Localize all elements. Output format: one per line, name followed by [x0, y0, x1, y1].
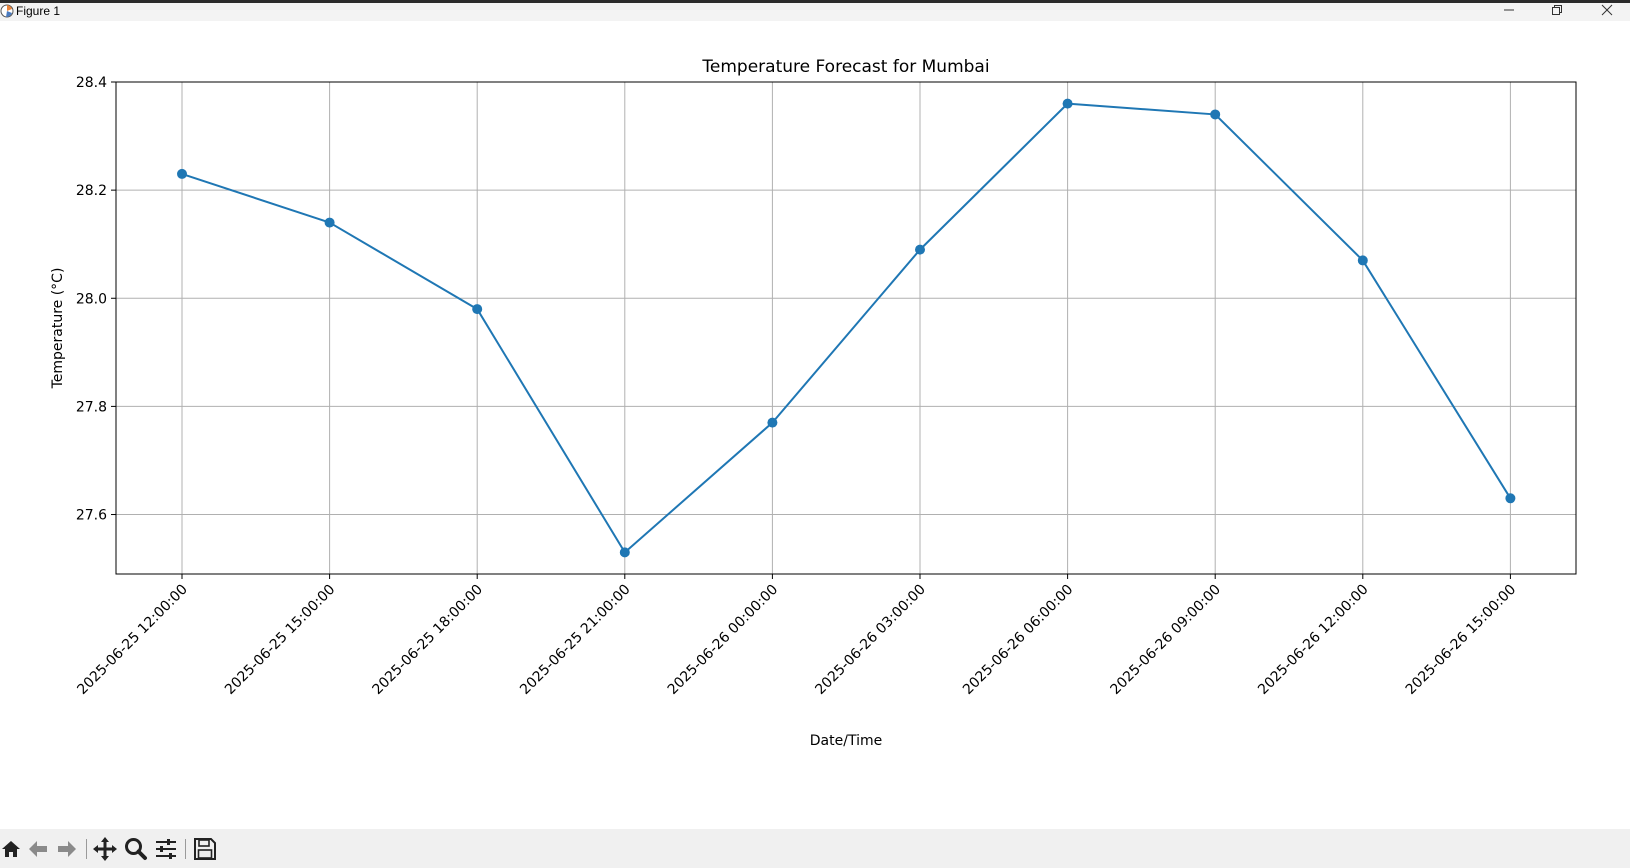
x-tick-label: 2025-06-25 12:00:00	[74, 582, 190, 698]
y-tick-label: 27.8	[76, 399, 107, 415]
configure-subplots-icon	[156, 839, 176, 859]
data-point	[1062, 98, 1073, 109]
line-chart: 27.6 27.8 28.0 28.2 28.4 2025-06-25 12:00:00 2…	[50, 57, 1577, 749]
data-point	[472, 304, 483, 315]
zoom-button[interactable]	[123, 836, 149, 862]
close-button[interactable]	[1584, 3, 1630, 21]
toolbar-separator	[185, 839, 186, 859]
toolbar-separator	[86, 839, 87, 859]
data-point	[915, 244, 925, 255]
x-tick-label: 2025-06-26 15:00:00	[1403, 582, 1519, 698]
data-point	[619, 547, 630, 558]
close-icon	[1601, 4, 1613, 16]
x-tick-label: 2025-06-25 18:00:00	[370, 582, 486, 698]
x-tick-label: 2025-06-26 09:00:00	[1108, 582, 1224, 698]
y-axis-label: Temperature (°C)	[50, 268, 66, 390]
y-tick-label: 28.2	[76, 183, 107, 199]
configure-subplots-button[interactable]	[154, 836, 180, 862]
pan-button[interactable]	[92, 836, 118, 862]
home-button[interactable]	[0, 836, 26, 862]
x-tick-label: 2025-06-25 21:00:00	[517, 582, 633, 698]
y-tick-label: 28.0	[76, 291, 107, 307]
y-tick-label: 28.4	[76, 75, 107, 91]
navigation-toolbar	[0, 829, 1630, 868]
back-button[interactable]	[26, 836, 52, 862]
window-top-border	[0, 0, 1630, 3]
x-tick-label: 2025-06-26 03:00:00	[812, 582, 928, 698]
window-title: Figure 1	[16, 4, 61, 18]
matplotlib-logo-icon	[0, 4, 14, 18]
data-point	[1210, 109, 1221, 120]
y-tick-label: 27.6	[76, 508, 107, 524]
data-point	[177, 168, 187, 179]
save-button[interactable]	[192, 836, 218, 862]
data-point	[1505, 493, 1516, 504]
restore-icon	[1552, 5, 1562, 15]
chart-title: Temperature Forecast for Mumbai	[701, 57, 989, 77]
data-point	[324, 217, 335, 228]
forward-button[interactable]	[53, 836, 79, 862]
save-icon	[194, 838, 216, 860]
data-point	[1357, 255, 1368, 266]
axes-frame	[115, 81, 1577, 575]
x-axis-label: Date/Time	[810, 733, 882, 749]
window-titlebar: Figure 1	[0, 3, 1630, 21]
x-tick-label: 2025-06-26 06:00:00	[960, 582, 1076, 698]
restore-button[interactable]	[1534, 3, 1580, 21]
figure-canvas[interactable]: 27.6 27.8 28.0 28.2 28.4 2025-06-25 12:00:00 2…	[0, 21, 1630, 829]
forward-arrow-icon	[58, 841, 76, 857]
x-tick-label: 2025-06-26 00:00:00	[665, 582, 781, 698]
data-point	[767, 417, 778, 428]
zoom-icon	[125, 838, 147, 860]
x-tick-label: 2025-06-26 12:00:00	[1255, 582, 1371, 698]
minimize-icon	[1504, 9, 1514, 11]
home-icon	[2, 841, 20, 857]
minimize-button[interactable]	[1486, 3, 1532, 21]
series-line	[181, 102, 1512, 554]
pan-icon	[93, 837, 117, 861]
back-arrow-icon	[29, 841, 47, 857]
x-tick-label: 2025-06-25 15:00:00	[222, 582, 338, 698]
